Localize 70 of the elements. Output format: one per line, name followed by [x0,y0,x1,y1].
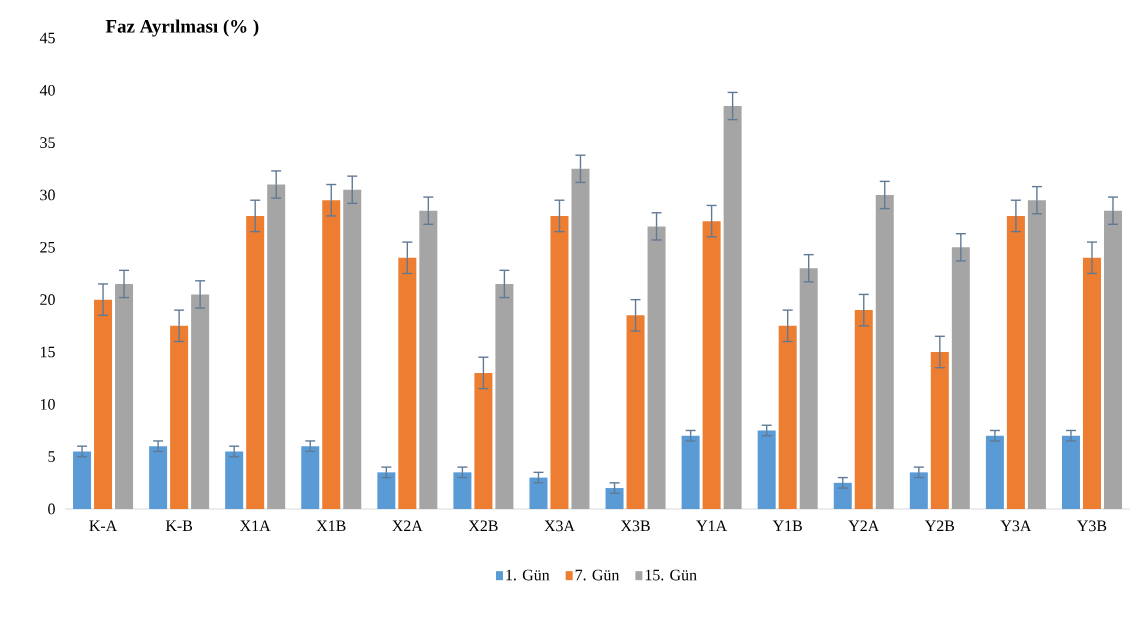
bar [170,325,189,509]
bar [495,283,514,509]
bar [833,482,852,509]
x-tick-label: K-B [165,520,193,531]
x-tick-label: X2B [468,520,498,532]
bar [343,189,362,509]
x-tick-label: X2A [392,520,423,532]
bar [474,372,493,509]
x-tick-label: Y1A [696,520,727,532]
x-tick-label: Y2B [924,520,955,532]
y-tick-label: 0 [48,503,55,515]
y-tick-label: 25 [40,241,55,253]
bar [985,435,1004,509]
x-tick-label: X3A [544,520,575,532]
bar [550,215,569,509]
bar [799,268,818,509]
bar [322,200,341,509]
y-tick-label: 5 [48,451,55,462]
y-tick-label: 15 [40,346,55,358]
bar [1006,215,1025,509]
chart-title: Faz Ayrılması (% ) [105,19,259,37]
y-tick-label: 35 [40,137,55,149]
bar [149,446,168,509]
bar [301,446,320,509]
bar [681,435,700,509]
y-tick-label: 40 [39,84,55,96]
bar [778,325,797,509]
bar [647,226,666,509]
bar [1061,435,1080,509]
bar [225,451,244,509]
bar [702,221,721,509]
bar [267,184,286,509]
bar [73,451,92,509]
bar [626,315,645,509]
x-tick-label: Y1B [772,520,802,532]
bar [246,215,265,509]
x-tick-label: K-A [89,520,118,532]
bar [605,488,624,509]
bar [419,210,438,509]
bar [723,106,742,509]
x-tick-label: Y3B [1077,520,1107,532]
x-tick-label: X3B [620,520,650,532]
bar [909,472,928,509]
bar [875,194,894,509]
bar [854,310,873,509]
bar [930,351,949,509]
bar [757,430,776,509]
x-tick-label: X1A [240,520,271,532]
x-tick-label: Y2A [848,520,880,532]
bar [453,472,472,509]
bar [94,299,113,509]
bar [1103,210,1122,509]
bar [951,247,970,509]
y-tick-label: 20 [40,294,55,306]
bar [377,472,396,509]
x-tick-label: X1B [316,520,346,532]
bar [1027,200,1046,509]
bar [191,294,210,509]
bar [571,168,590,509]
bar [529,477,548,509]
y-tick-label: 10 [40,398,55,410]
y-tick-label: 45 [39,32,55,44]
legend-label: 7. Gün [575,569,620,581]
bar [115,283,134,509]
legend-label: 1. Gün [506,569,550,581]
bar [1082,257,1101,509]
y-tick-label: 30 [40,189,55,201]
legend-label: 15. Gün [645,569,697,581]
x-tick-label: Y3A [1000,520,1032,532]
bar [398,257,417,509]
